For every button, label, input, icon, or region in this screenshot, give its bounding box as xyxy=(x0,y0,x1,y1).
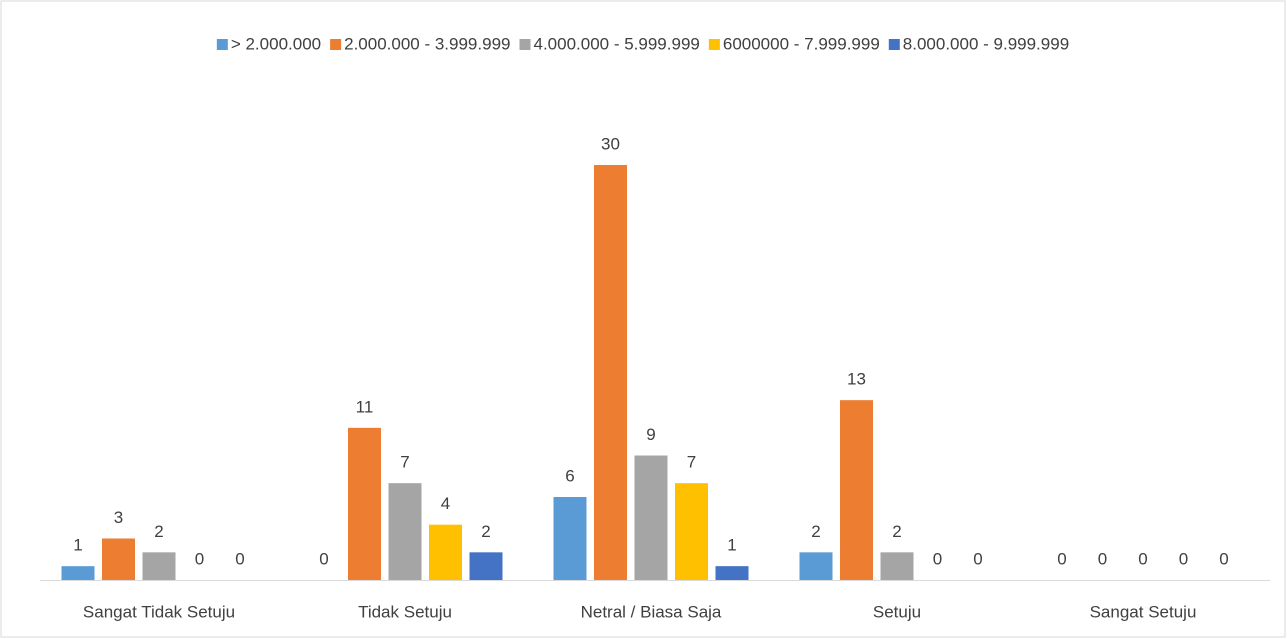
data-label: 7 xyxy=(400,453,409,472)
legend-swatch xyxy=(330,39,342,50)
bar xyxy=(594,165,627,580)
legend-label: > 2.000.000 xyxy=(231,34,321,53)
x-tick-label: Setuju xyxy=(873,602,921,621)
data-label: 0 xyxy=(973,549,982,568)
bar xyxy=(840,400,873,580)
data-label: 30 xyxy=(601,134,620,153)
bar xyxy=(429,524,462,580)
bar xyxy=(142,552,176,580)
legend-label: 6000000 - 7.999.999 xyxy=(723,34,880,53)
x-tick-label: Netral / Biasa Saja xyxy=(581,602,722,621)
data-label: 2 xyxy=(811,522,820,541)
data-label: 0 xyxy=(1098,549,1107,568)
legend-swatch xyxy=(888,39,900,50)
x-tick-label: Sangat Tidak Setuju xyxy=(83,602,235,621)
data-label: 0 xyxy=(235,549,244,568)
data-label: 0 xyxy=(933,549,942,568)
bar xyxy=(799,552,833,580)
data-label: 2 xyxy=(892,522,901,541)
data-label: 2 xyxy=(481,522,490,541)
data-label: 4 xyxy=(441,494,450,513)
data-label: 0 xyxy=(1179,549,1188,568)
data-label: 0 xyxy=(195,549,204,568)
bar xyxy=(102,538,135,580)
legend-label: 4.000.000 - 5.999.999 xyxy=(533,34,699,53)
data-label: 9 xyxy=(646,425,655,444)
legend-label: 2.000.000 - 3.999.999 xyxy=(344,34,510,53)
data-label: 6 xyxy=(565,466,574,485)
bar xyxy=(634,455,668,580)
bar xyxy=(388,483,422,580)
data-label: 3 xyxy=(114,508,123,527)
bar xyxy=(469,552,503,580)
bar xyxy=(715,566,749,580)
bar xyxy=(675,483,708,580)
data-label: 11 xyxy=(356,397,374,416)
data-label: 0 xyxy=(1219,549,1228,568)
x-tick-label: Sangat Setuju xyxy=(1090,602,1197,621)
legend-swatch xyxy=(708,39,720,50)
data-label: 0 xyxy=(319,549,328,568)
legend-swatch xyxy=(216,39,228,50)
bar xyxy=(61,566,95,580)
bar xyxy=(880,552,914,580)
legend-swatch xyxy=(519,39,531,50)
data-label: 2 xyxy=(154,522,163,541)
data-label: 1 xyxy=(727,536,736,555)
data-label: 1 xyxy=(73,536,82,555)
data-label: 0 xyxy=(1138,549,1147,568)
bar xyxy=(348,427,381,580)
legend-label: 8.000.000 - 9.999.999 xyxy=(903,34,1069,53)
x-tick-label: Tidak Setuju xyxy=(358,602,452,621)
data-label: 0 xyxy=(1057,549,1066,568)
data-label: 13 xyxy=(847,370,866,389)
bar xyxy=(553,497,587,580)
data-label: 7 xyxy=(687,453,696,472)
